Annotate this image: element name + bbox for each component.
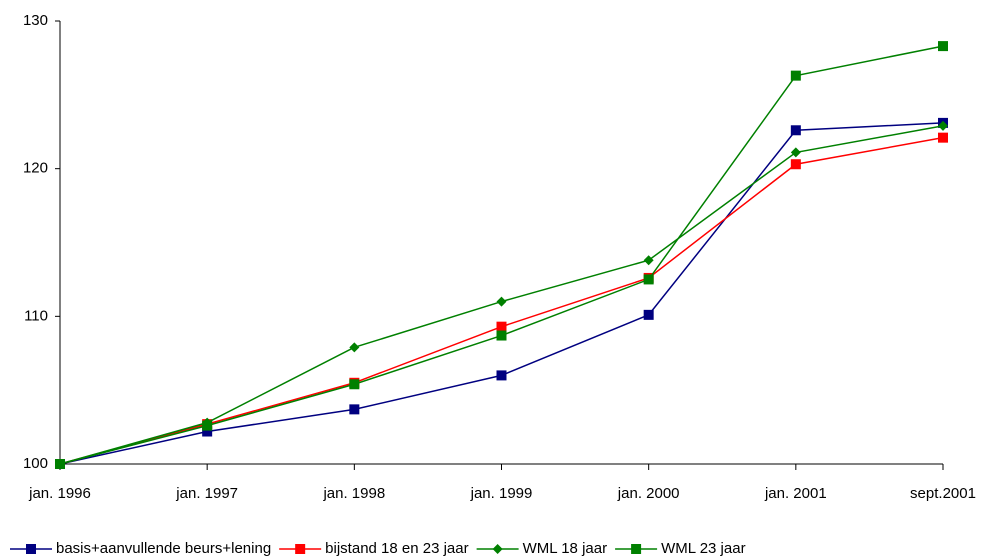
data-point xyxy=(55,459,65,469)
legend-marker xyxy=(492,544,503,554)
x-tick-label: sept.2001 xyxy=(910,485,976,502)
legend-label: basis+aanvullende beurs+lening xyxy=(56,540,271,557)
x-tick-label: jan. 1999 xyxy=(470,485,533,502)
x-tick-label: jan. 2000 xyxy=(617,485,680,502)
data-point xyxy=(938,132,948,143)
data-point xyxy=(643,255,654,266)
data-point xyxy=(349,404,360,415)
data-point xyxy=(349,379,360,390)
data-point xyxy=(790,125,801,136)
legend-marker xyxy=(631,544,642,554)
legend-label: bijstand 18 en 23 jaar xyxy=(325,540,468,557)
y-tick-label: 120 xyxy=(23,160,48,177)
y-tick-label: 100 xyxy=(23,455,48,472)
x-tick-label: jan. 1997 xyxy=(175,485,238,502)
x-tick-label: jan. 2001 xyxy=(764,485,827,502)
x-tick-label: jan. 1996 xyxy=(28,485,91,502)
data-point xyxy=(790,147,801,158)
data-point xyxy=(790,159,801,170)
x-tick-label: jan. 1998 xyxy=(322,485,385,502)
data-point xyxy=(643,309,654,320)
legend-label: WML 23 jaar xyxy=(661,540,745,557)
legend-marker xyxy=(295,544,306,554)
series-line xyxy=(59,125,944,465)
data-point xyxy=(938,120,948,131)
data-point xyxy=(202,426,213,437)
legend-marker xyxy=(26,544,36,554)
y-tick-label: 110 xyxy=(24,307,48,324)
data-point xyxy=(790,70,801,81)
data-point xyxy=(496,370,507,381)
series-line xyxy=(59,45,944,465)
data-point xyxy=(938,41,948,52)
y-tick-label: 130 xyxy=(23,12,48,29)
data-point xyxy=(349,342,360,353)
data-point xyxy=(496,330,507,341)
legend-label: WML 18 jaar xyxy=(523,540,607,557)
data-point xyxy=(643,274,654,285)
data-point xyxy=(496,321,507,332)
series-line xyxy=(59,122,944,465)
data-point xyxy=(202,420,213,431)
data-point xyxy=(496,296,507,307)
